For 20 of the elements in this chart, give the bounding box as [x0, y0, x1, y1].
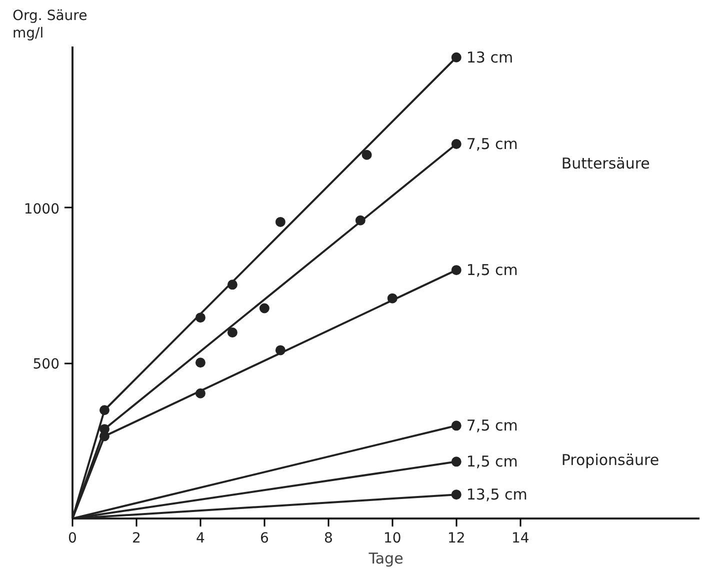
- y-tick-label: 1000: [24, 201, 60, 218]
- x-tick-label: 2: [132, 530, 141, 546]
- series-label: 13,5 cm: [466, 486, 528, 504]
- x-tick-label: 8: [324, 530, 333, 546]
- series-label: 7,5 cm: [466, 416, 518, 435]
- annotation: Buttersäure: [561, 154, 650, 173]
- annotation: Propionsäure: [561, 451, 660, 470]
- series-label: 1,5 cm: [466, 452, 518, 471]
- y-tick-label: 500: [32, 356, 60, 373]
- x-tick-label: 12: [447, 530, 466, 546]
- series-label: 13 cm: [466, 48, 514, 66]
- x-axis-title: Tage: [368, 550, 404, 568]
- x-tick-label: 10: [383, 530, 402, 546]
- x-tick-label: 6: [260, 530, 269, 546]
- x-tick-label: 0: [68, 530, 77, 546]
- x-tick-label: 14: [511, 530, 530, 546]
- x-tick-label: 4: [196, 530, 206, 546]
- y-axis-title: Org. Säure mg/l: [12, 8, 88, 42]
- series-label: 1,5 cm: [466, 261, 518, 280]
- series-label: 7,5 cm: [466, 135, 518, 154]
